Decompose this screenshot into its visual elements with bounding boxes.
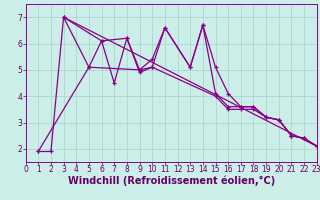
X-axis label: Windchill (Refroidissement éolien,°C): Windchill (Refroidissement éolien,°C): [68, 176, 275, 186]
